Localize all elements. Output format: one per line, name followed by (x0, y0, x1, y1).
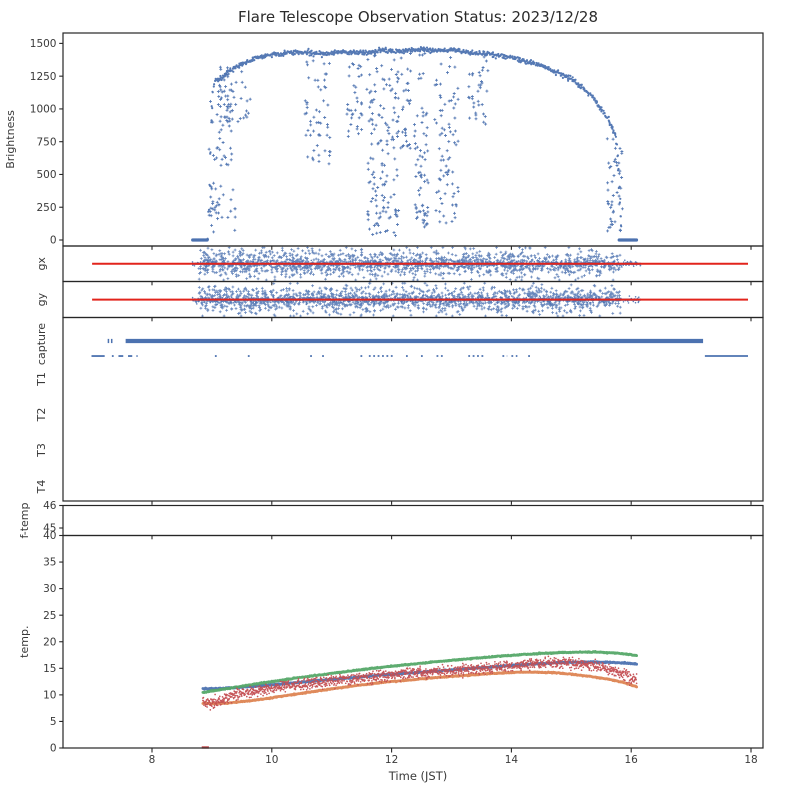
tick-label: 0 (50, 235, 57, 247)
ylabel-brightness: Brightness (4, 110, 17, 169)
tick-label: 40 (43, 530, 56, 542)
xlabel-time: Time (JST) (388, 769, 448, 783)
tick-label: 46 (43, 500, 57, 512)
tick-label: 10 (265, 754, 278, 766)
tick-label: 25 (43, 610, 56, 622)
tick-label: 0 (50, 743, 57, 755)
ylabel-gy: gy (35, 292, 48, 306)
panel-temp (62, 534, 764, 749)
tick-label: 15 (43, 663, 56, 675)
sensor-red-curve (202, 655, 638, 711)
ylabel-f-temp: f-temp (18, 502, 31, 538)
tick-label: 8 (149, 754, 156, 766)
tick-label: 20 (43, 636, 56, 648)
ylabel-t3: T3 (35, 443, 48, 458)
ylabel-temp: temp. (18, 626, 31, 658)
tick-label: 1250 (30, 71, 57, 83)
panel-capture-temps (62, 316, 764, 502)
data-layer (91, 46, 749, 749)
tick-layer: 8 10 12 14 16 18 0 250 500 750 1000 1250 1500 45 46 0 5 1… (30, 38, 758, 766)
panel-f-temp (62, 504, 764, 537)
figure-title: Flare Telescope Observation Status: 2023… (238, 8, 598, 26)
tick-label: 1000 (30, 104, 57, 116)
ylabel-capture: capture (35, 323, 48, 365)
panel-borders (62, 32, 764, 749)
sensor-green-curve (201, 650, 639, 694)
ylabel-t2: T2 (35, 408, 48, 423)
ylabel-t4: T4 (35, 480, 48, 495)
tick-label: 5 (50, 716, 57, 728)
tick-label: 30 (43, 583, 56, 595)
tick-label: 16 (625, 754, 639, 766)
tick-label: 12 (385, 754, 398, 766)
tick-label: 250 (36, 202, 56, 214)
tick-label: 1500 (30, 38, 57, 50)
ylabel-gx: gx (35, 257, 48, 271)
tick-label: 45 (43, 523, 56, 535)
tick-label: 500 (36, 169, 56, 181)
axis-labels: Brightness gx gy capture T1 T2 T3 T4 f-t… (4, 110, 447, 783)
tick-label: 750 (36, 136, 56, 148)
tick-label: 35 (43, 557, 56, 569)
tick-label: 10 (43, 689, 56, 701)
brightness-dropout-markers (207, 51, 624, 238)
panel-brightness (62, 32, 764, 247)
ylabel-t1: T1 (35, 372, 48, 387)
tick-label: 18 (744, 754, 757, 766)
tick-label: 14 (505, 754, 519, 766)
